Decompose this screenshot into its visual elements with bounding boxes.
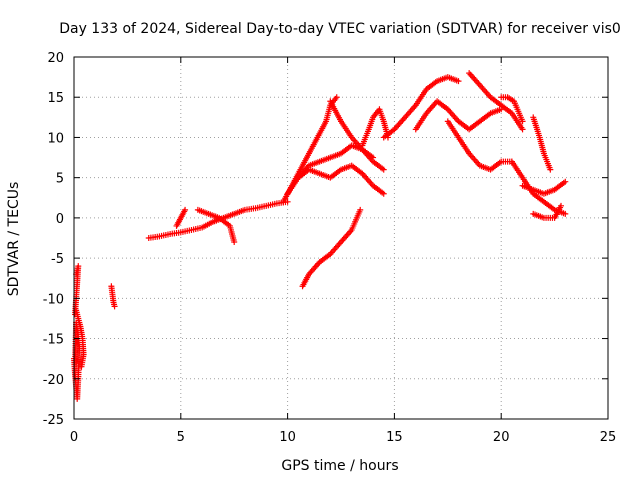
x-tick-label: 10 xyxy=(279,430,296,445)
y-tick-label: 15 xyxy=(47,91,64,106)
series-track-main xyxy=(145,198,291,241)
series-track-i xyxy=(359,106,391,149)
series-early-d xyxy=(108,283,118,310)
y-tick-label: -25 xyxy=(43,413,64,428)
series-track-p xyxy=(530,114,554,173)
y-tick-label: -10 xyxy=(43,292,64,307)
series-early-b xyxy=(72,263,82,318)
series-track-b xyxy=(173,206,189,229)
data-point-marker xyxy=(333,94,340,101)
data-point-marker xyxy=(558,202,565,209)
x-tick-label: 15 xyxy=(386,430,403,445)
data-point-marker xyxy=(357,206,364,213)
data-point-marker xyxy=(547,166,554,173)
y-tick-label: 5 xyxy=(56,172,64,187)
series-track-q xyxy=(519,178,569,197)
data-point-marker xyxy=(519,118,526,125)
y-tick-label: -20 xyxy=(43,373,64,388)
y-tick-label: 0 xyxy=(56,212,64,227)
data-layer xyxy=(71,70,569,402)
data-point-marker xyxy=(72,359,79,366)
series-early-c xyxy=(73,307,87,370)
y-tick-label: 20 xyxy=(47,51,64,66)
y-axis-label: SDTVAR / TECUs xyxy=(6,182,22,297)
series-track-c xyxy=(194,206,238,246)
y-tick-label: 10 xyxy=(47,131,64,146)
plot-frame xyxy=(73,56,609,420)
data-point-marker xyxy=(519,126,526,133)
chart-title: Day 133 of 2024, Sidereal Day-to-day VTE… xyxy=(59,21,621,37)
series-track-m xyxy=(498,94,526,125)
data-point-marker xyxy=(182,206,189,213)
x-axis-label: GPS time / hours xyxy=(281,458,398,474)
data-point-marker xyxy=(455,78,462,85)
series-track-l xyxy=(466,70,526,133)
x-tick-label: 5 xyxy=(177,430,185,445)
series-track-h xyxy=(299,206,364,290)
series-track-r xyxy=(530,202,565,221)
y-tick-label: -5 xyxy=(51,252,64,267)
data-point-marker xyxy=(562,210,569,217)
tick-layer: 0 5 10 15 20 25 -25 -20 -15 -10 -5 0 5 10 15 20 xyxy=(43,51,617,445)
data-point-marker xyxy=(111,303,118,310)
grid-layer xyxy=(74,57,608,419)
data-point-marker xyxy=(562,178,569,185)
series-track-g xyxy=(295,162,387,197)
data-point-marker xyxy=(231,239,238,246)
x-tick-label: 25 xyxy=(600,430,617,445)
series-track-k xyxy=(412,98,505,133)
y-tick-label: -15 xyxy=(43,333,64,348)
data-point-marker xyxy=(78,363,85,370)
x-tick-label: 0 xyxy=(70,430,78,445)
data-point-marker xyxy=(380,166,387,173)
data-point-marker xyxy=(380,190,387,197)
x-tick-label: 20 xyxy=(493,430,510,445)
series-track-n xyxy=(444,118,515,173)
series-track-j xyxy=(380,74,462,141)
